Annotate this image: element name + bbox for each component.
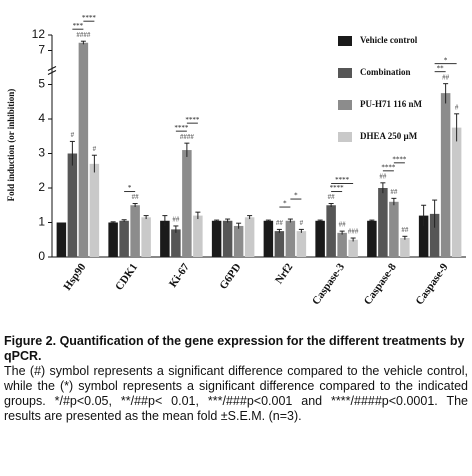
- bar: [193, 215, 203, 257]
- bracket-label: ****: [82, 14, 97, 22]
- x-tick-label: Nrf2: [273, 261, 296, 286]
- significance-label: ##: [172, 216, 180, 224]
- bracket-label: ****: [174, 124, 189, 132]
- x-tick-label: G6PD: [217, 261, 243, 291]
- bar: [233, 225, 244, 257]
- x-tick-label: CDK1: [113, 261, 140, 292]
- bracket-label: ****: [330, 184, 345, 192]
- bar: [285, 220, 296, 257]
- bar: [274, 231, 285, 257]
- y-tick-label: 3: [38, 146, 45, 160]
- bar: [315, 220, 325, 257]
- bar: [119, 220, 129, 257]
- significance-label: ###: [348, 228, 359, 236]
- y-tick-label: 4: [38, 111, 45, 125]
- bracket-label: *: [283, 200, 287, 208]
- bar: [337, 232, 347, 257]
- caption: Figure 2. Quantification of the gene exp…: [4, 334, 468, 424]
- significance-label: ##: [276, 219, 284, 227]
- bracket-label: *: [128, 184, 132, 192]
- y-tick-label: 0: [38, 249, 45, 263]
- significance-label: ##: [379, 172, 387, 180]
- bar: [56, 222, 67, 257]
- bar: [182, 150, 192, 257]
- significance-label: #: [300, 219, 304, 227]
- significance-label: ##: [390, 188, 398, 196]
- bar: [367, 220, 377, 257]
- bar: [451, 127, 462, 257]
- significance-label: #: [93, 145, 97, 153]
- bar: [244, 217, 255, 257]
- bracket-label: ****: [392, 155, 407, 163]
- legend-swatch: [338, 132, 352, 142]
- significance-label: #: [455, 103, 459, 111]
- bar: [222, 220, 233, 257]
- bar: [326, 205, 336, 257]
- bar: [378, 188, 388, 257]
- y-axis-label: Fold induction (or inhibition): [6, 89, 16, 202]
- bracket-label: ****: [381, 163, 396, 171]
- x-tick-label: Caspase-3: [310, 261, 347, 307]
- bar: [130, 205, 140, 257]
- y-tick-label: 2: [38, 180, 45, 194]
- bar: [171, 229, 181, 257]
- bar: [78, 42, 89, 257]
- significance-label: ##: [328, 193, 336, 201]
- y-tick-label: 1: [38, 215, 45, 229]
- bar: [296, 231, 307, 257]
- legend-label: PU-H71 116 nM: [360, 99, 423, 109]
- bar: [418, 215, 429, 257]
- significance-label: ##: [401, 226, 409, 234]
- bar: [141, 217, 151, 257]
- bracket-label: *: [444, 56, 448, 64]
- caption-title: Figure 2. Quantification of the gene exp…: [4, 334, 465, 363]
- legend-label: Vehicle control: [360, 35, 418, 45]
- bar: [160, 220, 170, 257]
- legend-label: DHEA 250 µM: [360, 131, 418, 141]
- legend-swatch: [338, 36, 352, 46]
- bar: [67, 153, 78, 257]
- bracket-label: *: [294, 192, 298, 200]
- significance-label: #: [71, 131, 75, 139]
- bar: [400, 238, 410, 257]
- significance-label: ####: [180, 133, 195, 141]
- y-tick-label: 5: [38, 77, 45, 91]
- y-tick-label: 7: [38, 43, 45, 57]
- axis-break: [47, 70, 57, 75]
- axis-break: [47, 66, 57, 71]
- bar: [89, 163, 100, 257]
- x-tick-label: Caspase-8: [362, 261, 399, 307]
- bracket-label: **: [437, 64, 445, 72]
- significance-label: ####: [76, 31, 91, 39]
- caption-text: The (#) symbol represents a significant …: [4, 364, 468, 423]
- significance-label: ##: [442, 73, 450, 81]
- significance-label: ##: [339, 221, 347, 229]
- bracket-label: ****: [185, 116, 200, 124]
- bar: [211, 220, 222, 257]
- chart: Fold induction (or inhibition) 012345712…: [6, 14, 466, 307]
- significance-label: ##: [132, 193, 140, 201]
- bar: [440, 93, 451, 257]
- legend-label: Combination: [360, 67, 411, 77]
- bar: [389, 201, 399, 257]
- bar: [108, 222, 118, 257]
- y-tick-label: 12: [32, 27, 46, 41]
- bar: [429, 213, 440, 257]
- x-tick-label: Ki-67: [167, 261, 192, 290]
- x-tick-label: Hsp90: [61, 261, 88, 293]
- bracket-label: ***: [73, 22, 84, 30]
- bar: [263, 220, 274, 257]
- legend-swatch: [338, 100, 352, 110]
- legend-swatch: [338, 68, 352, 78]
- x-tick-label: Caspase-9: [413, 261, 450, 307]
- bar: [348, 239, 358, 257]
- bracket-label: ****: [335, 176, 350, 184]
